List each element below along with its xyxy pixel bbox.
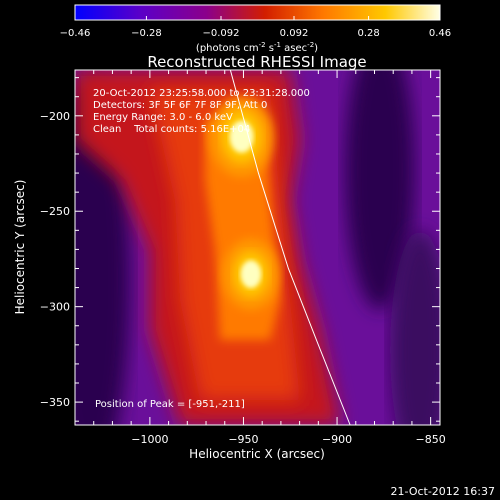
colorbar-tick-label: −0.46: [60, 28, 91, 39]
colorbar-tick-label: 0.092: [280, 28, 309, 39]
axis-ticks: −1000 −950 −900 −850 −200 −250 −300 −350: [40, 70, 446, 446]
y-axis-label: Heliocentric Y (arcsec): [13, 180, 27, 315]
y-tick-label: −300: [40, 301, 70, 314]
colorbar-tick-label: 0.46: [429, 28, 451, 39]
colorbar: [74, 4, 441, 21]
colorbar-ticks: −0.46 −0.28 −0.092 0.092 0.28 0.46: [60, 16, 451, 39]
x-tick-label: −850: [416, 433, 446, 446]
y-tick-label: −250: [40, 205, 70, 218]
colorbar-tick-label: 0.28: [357, 28, 379, 39]
x-axis-label: Heliocentric X (arcsec): [189, 447, 325, 461]
source-peak-1: [240, 260, 262, 289]
colorbar-tick-label: −0.092: [202, 28, 239, 39]
colorbar-unit: (photons cm-2 s-1 asec-2): [196, 41, 318, 54]
x-tick-label: −1000: [131, 433, 168, 446]
annotation-peak: Position of Peak = [-951,-211]: [95, 399, 245, 410]
y-tick-label: −200: [40, 110, 70, 123]
annotation-clean: Clean Total counts: 5.16E+04: [93, 124, 250, 135]
x-tick-label: −900: [322, 433, 352, 446]
y-tick-label: −350: [40, 396, 70, 409]
source-peak-0: [229, 120, 254, 153]
annotation-energy: Energy Range: 3.0 - 6.0 keV: [93, 112, 233, 123]
date-stamp: 21-Oct-2012 16:37: [391, 485, 495, 498]
annotation-detectors: Detectors: 3F 5F 6F 7F 8F 9F, Att 0: [93, 100, 267, 111]
annotation-time-range: 20-Oct-2012 23:25:58.000 to 23:31:28.000: [93, 88, 310, 99]
heatmap-image: [75, 70, 440, 425]
chart-title: Reconstructed RHESSI Image: [147, 53, 366, 71]
solar-limb-curve: [229, 70, 351, 425]
x-tick-label: −950: [228, 433, 258, 446]
colorbar-tick-label: −0.28: [131, 28, 162, 39]
plot-frame: [74, 69, 441, 426]
